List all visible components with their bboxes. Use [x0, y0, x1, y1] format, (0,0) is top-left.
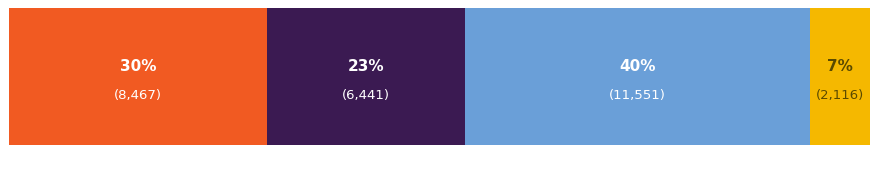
Text: 40%: 40% — [619, 59, 655, 74]
Bar — [464, 8, 809, 145]
Text: 30%: 30% — [119, 59, 156, 74]
Bar — [267, 8, 464, 145]
Text: 7%: 7% — [826, 59, 852, 74]
Text: (6,441): (6,441) — [342, 89, 390, 102]
Text: 23%: 23% — [348, 59, 385, 74]
Bar — [9, 8, 267, 145]
Bar — [809, 8, 869, 145]
Text: (2,116): (2,116) — [815, 89, 863, 102]
Text: (8,467): (8,467) — [114, 89, 162, 102]
Text: (11,551): (11,551) — [608, 89, 666, 102]
